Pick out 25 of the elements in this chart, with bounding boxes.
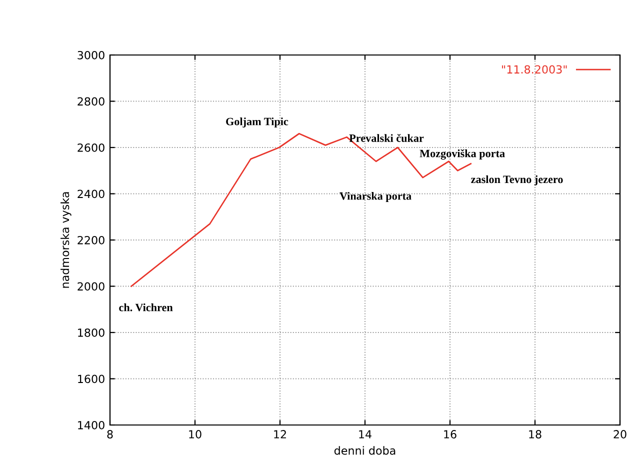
annotation: Vinarska porta bbox=[340, 192, 412, 202]
y-tick-label: 2600 bbox=[78, 143, 104, 152]
x-tick-label: 14 bbox=[359, 430, 372, 438]
x-tick-label: 18 bbox=[529, 430, 542, 438]
y-axis-title: nadmorska vyska bbox=[60, 192, 72, 288]
x-tick-label: 10 bbox=[189, 430, 202, 438]
annotation: zaslon Tevno jezero bbox=[471, 175, 563, 186]
y-tick-label: 1600 bbox=[78, 374, 104, 384]
x-tick-label: 20 bbox=[614, 430, 626, 438]
legend-label: "11.8.2003" bbox=[502, 65, 567, 74]
y-tick-label: 2200 bbox=[78, 236, 104, 244]
x-tick-label: 16 bbox=[444, 430, 456, 438]
x-tick-label: 12 bbox=[274, 430, 286, 438]
annotation: Mozgoviška porta bbox=[420, 149, 505, 160]
annotation: Prevalski čukar bbox=[349, 134, 424, 142]
x-axis-title: denni doba bbox=[334, 446, 396, 455]
y-tick-label: 1800 bbox=[78, 328, 104, 337]
y-tick-label: 1400 bbox=[78, 420, 104, 430]
y-tick-label: 2800 bbox=[78, 97, 104, 106]
annotation: Goljam Tipic bbox=[226, 117, 288, 128]
y-tick-label: 3000 bbox=[78, 50, 104, 60]
y-tick-label: 2400 bbox=[78, 190, 104, 198]
x-tick-label: 8 bbox=[107, 430, 113, 438]
y-tick-label: 2000 bbox=[78, 282, 104, 291]
annotation: ch. Vichren bbox=[119, 303, 173, 312]
